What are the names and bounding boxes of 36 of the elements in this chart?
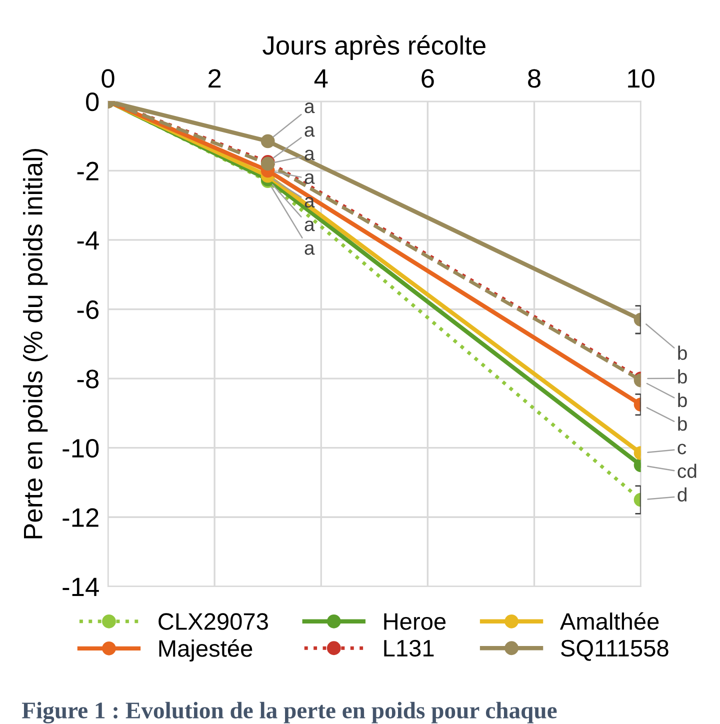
- x-tick-label: 4: [314, 69, 328, 88]
- data-label: b: [678, 346, 687, 360]
- data-label: b: [678, 416, 687, 431]
- legend-label: SQ111558: [561, 640, 668, 661]
- data-label: b: [678, 369, 687, 384]
- data-label: a: [304, 244, 315, 255]
- y-tick-label: -14: [62, 578, 99, 596]
- caption: Figure 1 : Evolution de la perte en poids pour chaque: [22, 702, 557, 724]
- x-tick-label: 0: [102, 69, 114, 88]
- data-label: a: [304, 102, 315, 114]
- legend-label: L131: [384, 640, 434, 657]
- data-label: a: [304, 150, 315, 160]
- x-axis-title: Jours après récolte: [262, 35, 486, 60]
- data-label: c: [678, 444, 686, 454]
- data-label: a: [304, 220, 315, 232]
- data-label: cd: [678, 464, 696, 478]
- y-tick-label: -6: [77, 300, 99, 320]
- x-tick-label: 2: [208, 69, 221, 88]
- x-tick-label: 6: [422, 69, 434, 88]
- data-label: d: [678, 487, 686, 502]
- y-tick-label: -4: [77, 231, 99, 250]
- data-label: a: [304, 126, 315, 137]
- data-label: b: [678, 392, 687, 408]
- y-tick-label: -2: [77, 162, 98, 180]
- legend-label: CLX29073: [158, 613, 268, 630]
- y-tick-label: -10: [62, 438, 99, 458]
- y-axis-title: Perte en poids (% du poids initial): [23, 148, 48, 538]
- y-tick-label: -8: [77, 370, 99, 388]
- x-tick-label: 8: [528, 69, 540, 88]
- y-tick-label: 0: [86, 92, 99, 112]
- x-tick-label: 10: [628, 69, 654, 88]
- legend-label: Majestée: [159, 639, 252, 662]
- legend-label: Heroe: [384, 613, 446, 630]
- data-label: a: [304, 173, 315, 184]
- legend-label: Amalthée: [560, 612, 659, 630]
- y-tick-label: -12: [62, 508, 98, 527]
